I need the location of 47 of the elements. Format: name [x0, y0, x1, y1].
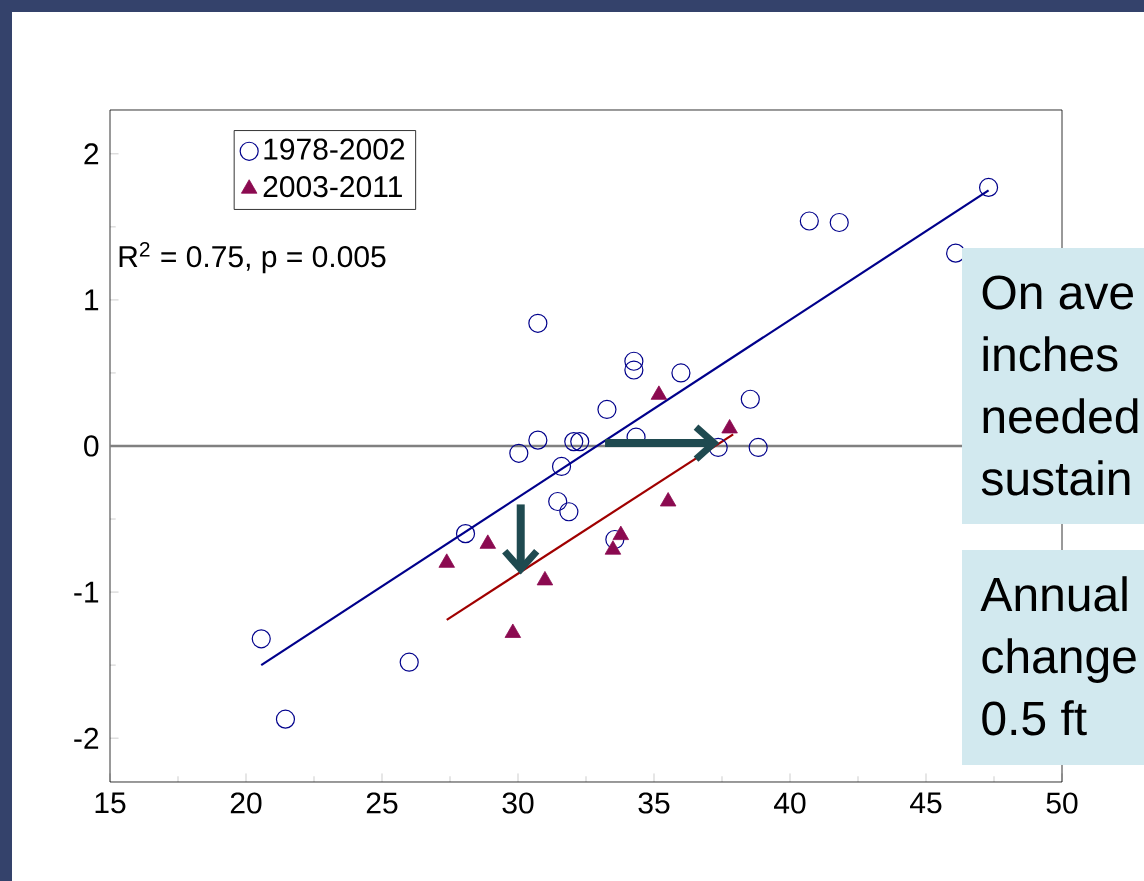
x-tick-label: 15 — [95, 792, 126, 814]
y-tick-label: 0 — [84, 435, 99, 457]
point — [455, 524, 476, 544]
annotation: needed — [983, 398, 1138, 434]
point — [671, 363, 691, 383]
point — [721, 419, 738, 434]
x-tick-label: 30 — [502, 792, 534, 814]
x-tick-label: 25 — [366, 792, 398, 814]
annotation: sustain — [981, 460, 1130, 496]
x-tick-label: 35 — [638, 792, 670, 814]
x-tick-label: 45 — [910, 792, 942, 814]
x-tick-label: 50 — [1046, 792, 1078, 814]
point — [509, 443, 529, 463]
point — [659, 492, 677, 507]
point — [978, 177, 999, 198]
point — [275, 709, 296, 729]
x-tick-label: 20 — [230, 792, 262, 814]
x-tick-label: 40 — [774, 792, 806, 814]
point — [799, 211, 819, 231]
point — [748, 437, 768, 458]
point — [740, 389, 760, 409]
y-tick-label: 2 — [84, 143, 99, 165]
point — [624, 360, 644, 380]
point — [829, 212, 849, 233]
annotation: 0.5 ft — [982, 700, 1087, 736]
point — [528, 430, 548, 450]
point — [570, 432, 590, 452]
point — [251, 629, 271, 649]
point — [551, 456, 572, 477]
point — [605, 529, 625, 550]
point — [528, 313, 548, 333]
annotation: Annual — [980, 576, 1127, 612]
y-tick-label: 1 — [85, 289, 99, 311]
y-tick-label: -1 — [74, 581, 99, 603]
point — [564, 432, 584, 452]
point — [597, 399, 617, 420]
annotation: inches — [983, 336, 1118, 372]
legend-label: 1978-2002 — [264, 138, 405, 160]
annotation: R$^{2}$ = 0.75, p = 0.005 — [119, 241, 386, 274]
annotation: change — [982, 638, 1136, 683]
point — [624, 351, 644, 371]
annotation: On ave — [982, 275, 1133, 310]
point — [559, 502, 579, 522]
legend-label: 2003-2011 — [263, 176, 402, 198]
point — [399, 652, 419, 672]
y-tick-label: -2 — [74, 727, 99, 749]
point — [548, 491, 568, 512]
